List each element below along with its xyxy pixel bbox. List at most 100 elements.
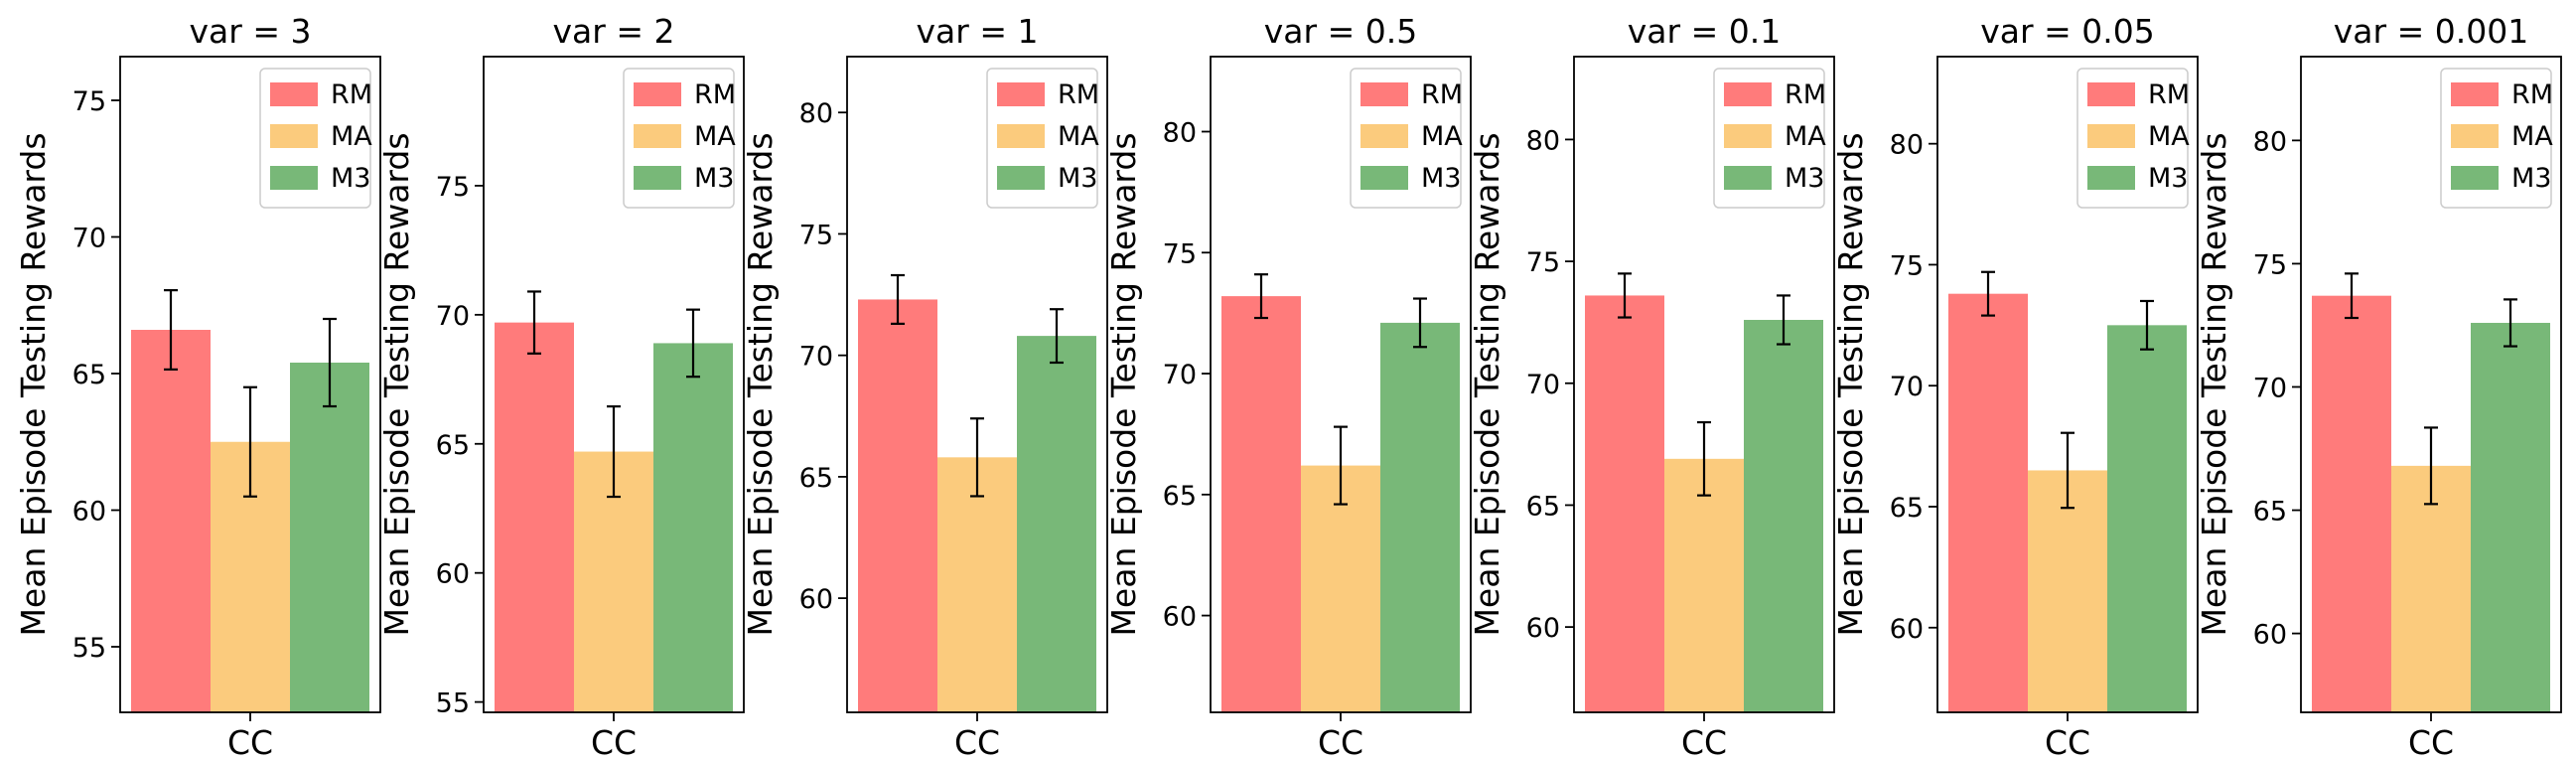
legend: RM MA M3 <box>259 68 372 209</box>
error-bar-rm <box>527 290 541 355</box>
bar-m3 <box>1017 336 1096 712</box>
legend-label-ma: MA <box>331 121 372 152</box>
bar-m3 <box>1380 322 1460 712</box>
y-tick-label: 80 <box>799 98 833 129</box>
y-tick-label: 80 <box>1526 125 1560 156</box>
x-tick-label: CC <box>1681 723 1727 762</box>
legend-label-ma: MA <box>1785 121 1826 152</box>
legend-swatch-ma <box>1360 124 1408 148</box>
y-tick-label: 75 <box>436 172 470 203</box>
legend-swatch-ma <box>997 124 1045 148</box>
legend-label-rm: RM <box>1058 79 1099 110</box>
bar-rm <box>495 322 574 712</box>
y-tick-label: 60 <box>72 497 106 528</box>
legend-label-ma: MA <box>694 121 736 152</box>
error-bar-ma <box>2061 431 2075 510</box>
legend-swatch-rm <box>997 82 1045 106</box>
legend-label-m3: M3 <box>2148 163 2188 194</box>
error-bar-rm <box>891 273 905 325</box>
y-tick-label: 75 <box>1890 250 1924 281</box>
y-tick-label: 80 <box>1890 130 1924 161</box>
legend-swatch-m3 <box>1360 166 1408 190</box>
legend-swatch-ma <box>2451 124 2499 148</box>
legend-swatch-m3 <box>270 166 318 190</box>
legend-label-m3: M3 <box>1058 163 1097 194</box>
y-tick-label: 70 <box>799 342 833 373</box>
y-tick-label: 65 <box>1526 491 1560 522</box>
chart-panel-1: 55 60 65 70 75 CC var = 2 Mean Episode Testing … <box>377 12 745 762</box>
bar-ma <box>1301 465 1380 712</box>
y-tick-label: 70 <box>436 301 470 332</box>
y-tick-label: 80 <box>2253 126 2287 157</box>
y-axis-label: Mean Episode Testing Rewards <box>377 132 416 636</box>
legend-swatch-ma <box>270 124 318 148</box>
y-tick-label: 75 <box>72 86 106 117</box>
error-bar-m3 <box>686 308 700 379</box>
error-bar-m3 <box>1413 297 1427 349</box>
legend-swatch-m3 <box>1724 166 1772 190</box>
y-tick-label: 65 <box>1890 493 1924 524</box>
error-bar-rm <box>1981 270 1995 317</box>
chart-title: var = 2 <box>553 12 675 51</box>
x-tick-label: CC <box>2408 723 2454 762</box>
legend-label-rm: RM <box>694 79 736 110</box>
y-tick-label: 60 <box>436 559 470 590</box>
y-tick-label: 75 <box>1526 247 1560 278</box>
y-axis-label: Mean Episode Testing Rewards <box>2195 132 2233 636</box>
y-tick-label: 70 <box>2253 373 2287 403</box>
bar-rm <box>1585 295 1664 712</box>
error-bar-m3 <box>2140 299 2154 351</box>
error-bar-m3 <box>1777 294 1790 346</box>
error-bar-rm <box>2345 272 2359 320</box>
y-tick-label: 60 <box>1890 614 1924 645</box>
x-tick-label: CC <box>954 723 1000 762</box>
legend-label-ma: MA <box>1058 121 1099 152</box>
x-tick-label: CC <box>227 723 273 762</box>
bar-m3 <box>653 343 733 712</box>
legend-label-m3: M3 <box>2511 163 2551 194</box>
legend-label-ma: MA <box>1421 121 1463 152</box>
y-tick-label: 65 <box>72 360 106 390</box>
error-bar-m3 <box>1050 308 1064 365</box>
bar-ma <box>937 457 1017 712</box>
legend-swatch-ma <box>2087 124 2135 148</box>
y-tick-label: 70 <box>1163 360 1197 390</box>
chart-panel-0: 55 60 65 70 75 CC var = 3 Mean Episode Testing … <box>14 12 381 762</box>
legend-swatch-m3 <box>634 166 681 190</box>
y-tick-label: 60 <box>1526 613 1560 644</box>
chart-panel-3: 60 65 70 75 80 CC var = 0.5 Mean Episode Testin… <box>1104 12 1472 762</box>
legend-swatch-ma <box>634 124 681 148</box>
legend-swatch-rm <box>2451 82 2499 106</box>
legend-label-ma: MA <box>2511 121 2553 152</box>
legend-label-rm: RM <box>2511 79 2553 110</box>
legend-swatch-m3 <box>997 166 1045 190</box>
bar-m3 <box>2471 322 2550 712</box>
legend-label-m3: M3 <box>1785 163 1824 194</box>
legend-label-ma: MA <box>2148 121 2190 152</box>
y-axis-label: Mean Episode Testing Rewards <box>1831 132 1870 636</box>
legend-label-m3: M3 <box>331 163 370 194</box>
error-bar-ma <box>607 404 621 499</box>
bar-rm <box>2312 295 2391 712</box>
y-tick-label: 70 <box>1526 370 1560 400</box>
error-bar-rm <box>1618 272 1632 319</box>
bar-ma <box>1664 458 1744 712</box>
y-axis-label: Mean Episode Testing Rewards <box>741 132 780 636</box>
bar-rm <box>131 330 211 712</box>
legend-label-m3: M3 <box>1421 163 1461 194</box>
bar-rm <box>1221 296 1301 712</box>
legend: RM MA M3 <box>623 68 736 209</box>
legend-label-rm: RM <box>1785 79 1826 110</box>
y-tick-label: 65 <box>436 430 470 461</box>
legend: RM MA M3 <box>1713 68 1826 209</box>
legend-label-rm: RM <box>331 79 372 110</box>
legend-swatch-rm <box>1724 82 1772 106</box>
legend: RM MA M3 <box>2076 68 2190 209</box>
bar-m3 <box>2107 325 2187 712</box>
legend-swatch-rm <box>270 82 318 106</box>
bar-rm <box>858 299 937 712</box>
y-tick-label: 65 <box>1163 481 1197 512</box>
y-tick-label: 75 <box>1163 238 1197 269</box>
chart-panel-4: 60 65 70 75 80 CC var = 0.1 Mean Episode Testin… <box>1468 12 1835 762</box>
y-tick-label: 75 <box>2253 249 2287 280</box>
